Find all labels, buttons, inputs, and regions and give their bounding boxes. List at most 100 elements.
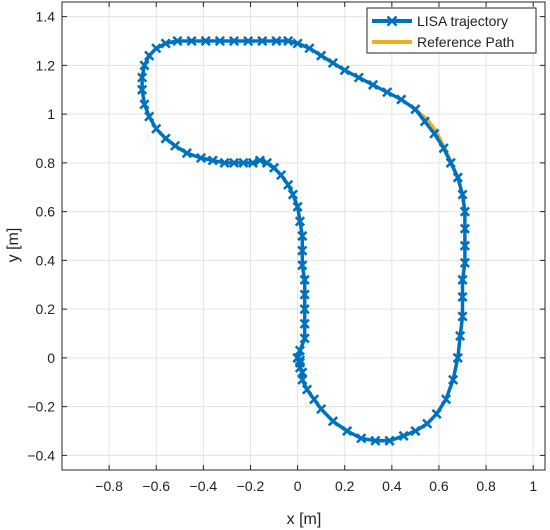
trajectory-marker xyxy=(292,352,303,363)
trajectory-marker xyxy=(254,155,266,166)
trajectory-marker xyxy=(297,230,308,242)
x-axis-label: x [m] xyxy=(287,511,322,528)
y-tick-label: −0.4 xyxy=(27,447,55,463)
trajectory-marker xyxy=(459,206,471,217)
trajectory-marker xyxy=(299,274,310,285)
y-tick-label: 1.4 xyxy=(36,9,56,25)
trajectory-marker xyxy=(243,35,254,47)
legend-label-trajectory: LISA trajectory xyxy=(417,13,508,29)
trajectory-marker xyxy=(200,35,211,47)
trajectory-marker xyxy=(139,60,150,71)
trajectory-marker xyxy=(228,157,240,168)
trajectory-marker xyxy=(283,35,294,47)
trajectory-marker xyxy=(136,84,148,95)
trajectory-marker xyxy=(160,133,171,144)
x-tick-label: 0.8 xyxy=(476,478,496,494)
y-tick-label: 0.4 xyxy=(36,252,56,268)
trajectory-marker xyxy=(452,172,463,183)
x-tick-label: 1 xyxy=(529,478,537,494)
trajectory-marker xyxy=(186,35,197,47)
trajectory-marker xyxy=(410,425,421,437)
trajectory-marker xyxy=(275,169,287,181)
trajectory-marker xyxy=(382,87,393,98)
trajectory-marker xyxy=(457,189,468,200)
trajectory-marker xyxy=(316,50,327,61)
trajectory-marker xyxy=(299,333,310,344)
trajectory-marker xyxy=(301,384,313,395)
trajectory-marker xyxy=(238,157,249,168)
trajectory-marker xyxy=(144,111,155,122)
x-tick-label: −0.6 xyxy=(142,478,170,494)
trajectory-marker xyxy=(339,65,350,76)
trajectory-marker xyxy=(308,394,320,405)
trajectory-marker xyxy=(271,35,282,47)
x-tick-label: −0.4 xyxy=(190,478,218,494)
ticks: −0.8 −0.6 −0.4 −0.2 0 0.2 0.4 0.6 0.8 1 −0.4 −0.2 0 0… xyxy=(27,2,545,494)
trajectory-marker xyxy=(287,189,299,200)
y-tick-label: 0.8 xyxy=(36,155,56,171)
trajectory-marker xyxy=(292,201,303,212)
trajectory-marker xyxy=(294,216,306,227)
legend-box xyxy=(366,7,537,54)
plot-frame xyxy=(61,1,546,471)
trajectory-marker xyxy=(327,416,339,427)
trajectory-marker xyxy=(398,430,409,441)
trajectory-marker xyxy=(261,157,273,168)
x-tick-label: 0.4 xyxy=(382,478,402,494)
trajectory-marker xyxy=(304,43,315,54)
trajectory-marker xyxy=(384,435,395,446)
trajectory-marker xyxy=(195,152,207,164)
trajectory-marker xyxy=(294,345,306,356)
trajectory-marker xyxy=(144,50,155,61)
y-tick-label: 0.2 xyxy=(36,301,56,317)
trajectory-marker xyxy=(292,38,303,49)
trajectory-marker xyxy=(299,289,310,300)
legend-x-marker-icon xyxy=(386,15,398,27)
trajectory-marker xyxy=(431,408,442,420)
trajectory-marker xyxy=(457,311,468,322)
trajectory-marker xyxy=(151,43,162,54)
trajectory-marker xyxy=(327,57,339,69)
y-tick-label: 0.6 xyxy=(36,204,56,220)
trajectory-marker xyxy=(459,223,471,234)
x-tick-label: −0.8 xyxy=(95,478,123,494)
trajectory-marker xyxy=(447,374,459,385)
series-layer xyxy=(136,35,471,446)
trajectory-marker xyxy=(459,257,471,268)
trajectory-marker xyxy=(452,352,463,363)
trajectory-marker xyxy=(299,304,310,315)
trajectory-marker xyxy=(247,157,258,168)
trajectory-marker xyxy=(422,418,433,429)
trajectory-marker xyxy=(457,291,468,303)
trajectory-marker xyxy=(356,433,367,444)
legend-label-reference: Reference Path xyxy=(417,34,514,50)
y-axis-label: y [m] xyxy=(5,228,22,263)
y-tick-label: −0.2 xyxy=(27,399,55,415)
trajectory-marker xyxy=(299,318,310,329)
trajectory-marker xyxy=(438,143,449,154)
trajectory-marker xyxy=(353,72,364,83)
trajectory-marker xyxy=(181,148,192,159)
trajectory-marker xyxy=(228,35,240,47)
trajectory-marker xyxy=(297,245,308,256)
x-tick-label: 0.2 xyxy=(335,478,355,494)
trajectory-marker xyxy=(445,157,456,168)
trajectory-marker xyxy=(268,162,280,173)
trajectory-marker xyxy=(370,435,381,446)
trajectory-marker xyxy=(410,104,421,115)
y-tick-label: 1.2 xyxy=(36,57,56,73)
trajectory-marker xyxy=(455,330,466,342)
trajectory-marker xyxy=(160,38,171,49)
trajectory-marker xyxy=(396,94,407,105)
trajectory-marker xyxy=(457,274,468,285)
trajectory-marker xyxy=(297,260,308,271)
trajectory-marker xyxy=(316,403,327,415)
x-tick-label: 0 xyxy=(294,478,302,494)
y-tick-label: 1 xyxy=(47,106,55,122)
x-tick-label: −0.2 xyxy=(237,478,265,494)
y-tick-label: 0 xyxy=(47,350,55,366)
trajectory-marker xyxy=(440,394,452,405)
